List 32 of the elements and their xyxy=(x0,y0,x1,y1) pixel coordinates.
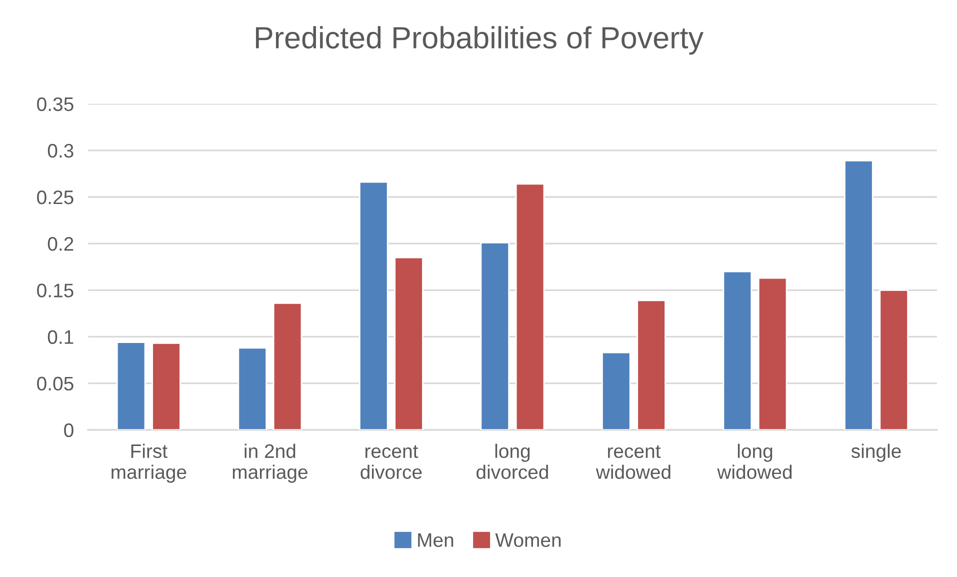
chart-title: Predicted Probabilities of Poverty xyxy=(256,26,704,55)
x-tick-label: recent divorce xyxy=(360,445,422,479)
y-tick-label: 0.1 xyxy=(48,330,74,344)
bar xyxy=(515,183,545,430)
y-tick-label: 0.25 xyxy=(37,190,74,204)
x-tick-label: single xyxy=(851,444,901,462)
bar xyxy=(152,342,181,430)
x-tick-label: First marriage xyxy=(112,444,186,483)
y-tick-label: 0.35 xyxy=(37,97,74,112)
bar xyxy=(879,289,908,430)
y-tick-label: 0.05 xyxy=(37,376,74,391)
bar xyxy=(394,256,424,430)
legend-label: Men xyxy=(418,533,454,547)
bar xyxy=(758,277,788,430)
y-tick-label: 0.15 xyxy=(37,284,74,298)
bar xyxy=(722,270,752,430)
bar xyxy=(636,300,666,430)
y-tick-label: 0.3 xyxy=(48,144,74,158)
legend-label: Women xyxy=(495,533,561,547)
bar xyxy=(116,342,146,430)
x-tick-label: recent widowed xyxy=(596,445,670,479)
bar xyxy=(602,352,631,430)
bar xyxy=(844,160,874,430)
y-tick-label: 0 xyxy=(64,423,74,438)
x-tick-label: in 2nd marriage xyxy=(232,444,308,483)
x-tick-label: long divorced xyxy=(476,444,548,479)
bar xyxy=(480,242,510,430)
y-tick-label: 0.2 xyxy=(48,237,74,251)
bar xyxy=(238,347,267,430)
bar xyxy=(358,181,388,430)
bar xyxy=(272,302,302,430)
x-tick-label: long widowed xyxy=(717,444,792,479)
